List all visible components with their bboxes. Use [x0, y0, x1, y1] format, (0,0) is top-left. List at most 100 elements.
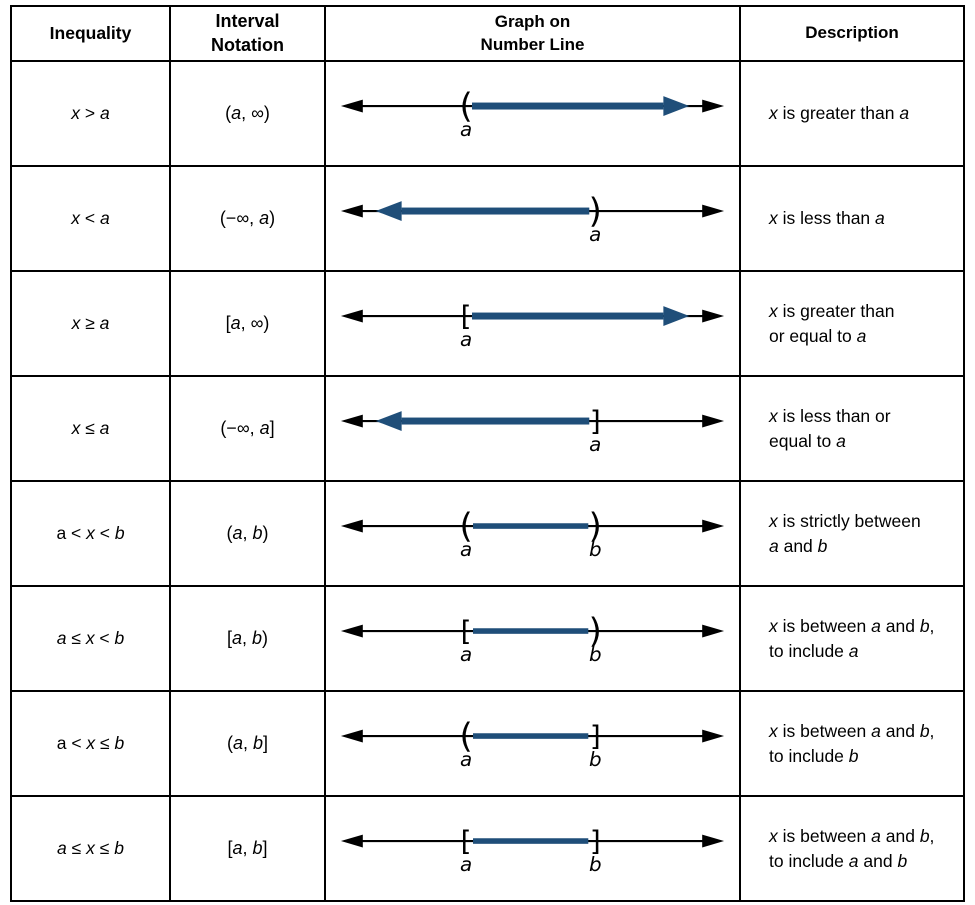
number-line-cell: (a: [324, 62, 739, 165]
number-line-cell: (a) b: [324, 482, 739, 585]
inequality-text: a ≤ x ≤ b: [57, 838, 124, 858]
interval-text: [a, ∞): [225, 313, 270, 333]
interval-text: (−∞, a]: [220, 418, 275, 438]
header-inequality: Inequality: [49, 23, 132, 44]
number-line-graph: (a)b: [340, 506, 725, 560]
inequality-text: x < a: [71, 208, 110, 228]
inequality-cell: a < x < b: [12, 482, 169, 585]
header-description: Description: [739, 7, 963, 60]
number-line-graph: ]a: [340, 404, 725, 455]
description-text: x is between a and b, to include a and b: [769, 826, 935, 871]
inequality-cell: x ≥ a: [12, 272, 169, 375]
description-text: x is greater than a: [769, 103, 910, 124]
inequality-text: x ≥ a: [71, 313, 110, 333]
svg-text:): ): [589, 611, 602, 650]
header-graph-on-number-line: Graph on Number Line: [324, 7, 739, 60]
inequality-cell: x < a: [12, 167, 169, 270]
inequality-text: x ≤ a: [71, 418, 110, 438]
svg-text:[: [: [461, 299, 472, 332]
svg-text:): ): [589, 506, 602, 545]
interval-text: (a, b): [226, 523, 269, 543]
interval-cell: (a, ∞): [169, 62, 324, 165]
interval-cell: (a, b): [169, 482, 324, 585]
table-row: a ≤ x < b [a, b) [a) b x is between a and…: [12, 585, 963, 690]
interval-cell: [a, ∞): [169, 272, 324, 375]
svg-text:a: a: [460, 852, 472, 875]
svg-text:a: a: [589, 432, 601, 455]
inequality-cell: a < x ≤ b: [12, 692, 169, 795]
interval-cell: (−∞, a): [169, 167, 324, 270]
svg-text:]: ]: [590, 719, 601, 752]
number-line-graph: [a]b: [340, 824, 725, 875]
svg-text:[: [: [461, 614, 472, 647]
interval-text: (a, ∞): [225, 103, 270, 123]
description-cell: x is between a and b, to include a: [739, 587, 963, 690]
inequality-text: a ≤ x < b: [56, 628, 125, 648]
description-text: x is greater than or equal to a: [769, 301, 895, 346]
interval-text: [a, b]: [227, 838, 268, 858]
inequality-cell: x > a: [12, 62, 169, 165]
number-line-cell: [a] b: [324, 797, 739, 900]
svg-text:a: a: [460, 537, 472, 560]
svg-text:b: b: [589, 642, 602, 665]
description-cell: x is between a and b, to include b: [739, 692, 963, 795]
svg-text:a: a: [589, 222, 601, 245]
interval-cell: [a, b]: [169, 797, 324, 900]
svg-text:]: ]: [590, 404, 601, 437]
inequality-text: a < x < b: [56, 523, 125, 543]
inequality-cell: x ≤ a: [12, 377, 169, 480]
number-line-cell: [a) b: [324, 587, 739, 690]
svg-text:[: [: [461, 824, 472, 857]
table-row: x ≥ a [a, ∞) [a x is greater than or equ…: [12, 270, 963, 375]
inequality-text: a < x ≤ b: [56, 733, 125, 753]
inequality-cell: a ≤ x < b: [12, 587, 169, 690]
svg-text:a: a: [460, 642, 472, 665]
table-header-row: Inequality Interval Notation Graph on Nu…: [12, 7, 963, 60]
table-row: a < x ≤ b (a, b] (a] b x is between a and…: [12, 690, 963, 795]
number-line-cell: ] a: [324, 377, 739, 480]
number-line-cell: ) a: [324, 167, 739, 270]
description-cell: x is between a and b, to include a and b: [739, 797, 963, 900]
description-text: x is less than a: [769, 208, 885, 229]
number-line-graph: (a: [340, 86, 725, 140]
svg-text:b: b: [589, 747, 602, 770]
number-line-cell: [a: [324, 272, 739, 375]
interval-cell: (−∞, a]: [169, 377, 324, 480]
number-line-graph: [a)b: [340, 611, 725, 665]
description-text: x is between a and b, to include b: [769, 721, 935, 766]
number-line-graph: (a]b: [340, 716, 725, 770]
interval-notation-table: Inequality Interval Notation Graph on Nu…: [10, 5, 965, 902]
inequality-text: x > a: [71, 103, 110, 123]
number-line-graph: )a: [340, 191, 725, 245]
svg-text:b: b: [589, 537, 602, 560]
svg-text:a: a: [460, 117, 472, 140]
svg-text:a: a: [460, 747, 472, 770]
svg-text:a: a: [460, 327, 472, 350]
interval-text: (a, b]: [226, 733, 269, 753]
description-text: x is strictly between a and b: [769, 511, 921, 556]
header-interval-notation: Interval Notation: [169, 7, 324, 60]
description-cell: x is less than a: [739, 167, 963, 270]
svg-text:(: (: [459, 86, 472, 125]
inequality-cell: a ≤ x ≤ b: [12, 797, 169, 900]
description-text: x is between a and b, to include a: [769, 616, 935, 661]
table-row: a ≤ x ≤ b [a, b] [a] b x is between a and…: [12, 795, 963, 900]
table-row: a < x < b (a, b) (a) b x is strictly betw…: [12, 480, 963, 585]
interval-text: [a, b): [226, 628, 269, 648]
svg-text:(: (: [459, 506, 472, 545]
table-row: x < a (−∞, a) ) a x is less than a: [12, 165, 963, 270]
svg-text:]: ]: [590, 824, 601, 857]
table-row: x > a (a, ∞) (a x is greater than a: [12, 60, 963, 165]
svg-text:): ): [589, 191, 602, 230]
number-line-cell: (a] b: [324, 692, 739, 795]
interval-cell: (a, b]: [169, 692, 324, 795]
description-text: x is less than or equal to a: [769, 406, 891, 451]
description-cell: x is greater than a: [739, 62, 963, 165]
number-line-graph: [a: [340, 299, 725, 350]
description-cell: x is greater than or equal to a: [739, 272, 963, 375]
interval-cell: [a, b): [169, 587, 324, 690]
interval-text: (−∞, a): [219, 208, 276, 228]
description-cell: x is strictly between a and b: [739, 482, 963, 585]
description-cell: x is less than or equal to a: [739, 377, 963, 480]
svg-text:(: (: [459, 716, 472, 755]
